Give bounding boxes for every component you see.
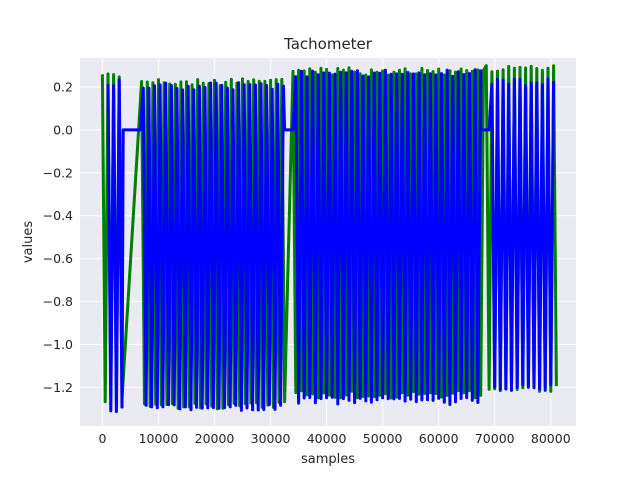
chart-title: Tachometer [283, 35, 373, 53]
series-line-2 [106, 68, 556, 413]
y-tick-label: 0.2 [53, 79, 73, 94]
x-tick-label: 30000 [251, 431, 291, 446]
y-tick-label: −0.4 [43, 208, 73, 223]
y-tick-label: −1.2 [43, 380, 73, 395]
y-tick-label: −0.2 [43, 165, 73, 180]
y-tick-label: −0.8 [43, 294, 73, 309]
y-tick-label: 0.0 [53, 122, 73, 137]
x-tick-label: 60000 [419, 431, 459, 446]
series-line-1 [100, 64, 558, 411]
series-layer [100, 64, 558, 413]
x-tick-label: 0 [98, 431, 106, 446]
x-tick-label: 70000 [475, 431, 515, 446]
y-tick-label: −1.0 [43, 337, 73, 352]
x-axis-label: samples [301, 452, 355, 467]
y-tick-label: −0.6 [43, 251, 73, 266]
tick-labels: 0 10000 20000 30000 40000 50000 60000 70000 8000… [43, 79, 571, 446]
x-tick-label: 10000 [139, 431, 179, 446]
x-tick-label: 40000 [307, 431, 347, 446]
x-tick-label: 80000 [531, 431, 571, 446]
x-tick-label: 50000 [363, 431, 403, 446]
x-tick-label: 20000 [195, 431, 235, 446]
y-axis-label: values [21, 221, 36, 264]
